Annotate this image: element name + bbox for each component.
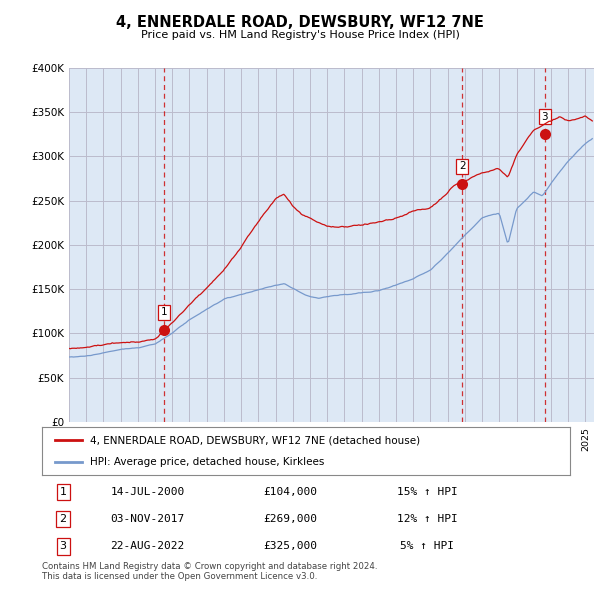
Text: 2: 2: [459, 162, 466, 171]
Text: £325,000: £325,000: [263, 542, 317, 552]
Text: Contains HM Land Registry data © Crown copyright and database right 2024.
This d: Contains HM Land Registry data © Crown c…: [42, 562, 377, 581]
Text: 22-AUG-2022: 22-AUG-2022: [110, 542, 185, 552]
Text: 2: 2: [59, 514, 67, 525]
Text: 4, ENNERDALE ROAD, DEWSBURY, WF12 7NE (detached house): 4, ENNERDALE ROAD, DEWSBURY, WF12 7NE (d…: [89, 435, 419, 445]
Text: HPI: Average price, detached house, Kirklees: HPI: Average price, detached house, Kirk…: [89, 457, 324, 467]
Text: 12% ↑ HPI: 12% ↑ HPI: [397, 514, 458, 525]
Text: 4, ENNERDALE ROAD, DEWSBURY, WF12 7NE: 4, ENNERDALE ROAD, DEWSBURY, WF12 7NE: [116, 15, 484, 30]
Text: 1: 1: [161, 307, 167, 317]
Text: £269,000: £269,000: [263, 514, 317, 525]
Text: £104,000: £104,000: [263, 487, 317, 497]
Text: 1: 1: [59, 487, 67, 497]
Text: 03-NOV-2017: 03-NOV-2017: [110, 514, 185, 525]
Text: 3: 3: [59, 542, 67, 552]
Text: 3: 3: [542, 112, 548, 122]
Text: 5% ↑ HPI: 5% ↑ HPI: [400, 542, 454, 552]
Text: Price paid vs. HM Land Registry's House Price Index (HPI): Price paid vs. HM Land Registry's House …: [140, 30, 460, 40]
Text: 15% ↑ HPI: 15% ↑ HPI: [397, 487, 458, 497]
Text: 14-JUL-2000: 14-JUL-2000: [110, 487, 185, 497]
